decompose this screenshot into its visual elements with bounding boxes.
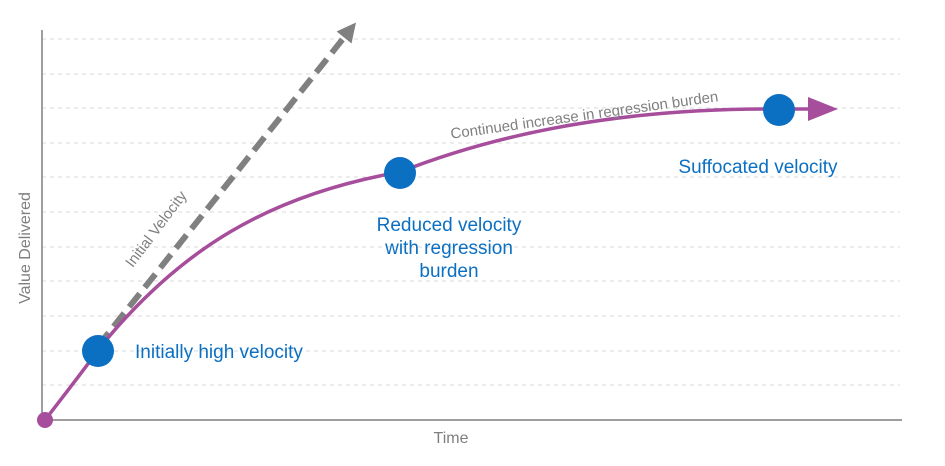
reduced-velocity-line3: burden: [419, 261, 478, 282]
origin-point: [37, 412, 53, 428]
milestone-suffocated: [763, 94, 795, 126]
curve-arrowhead: [808, 97, 838, 121]
initial-velocity-arrow: [95, 22, 356, 348]
x-axis-title: Time: [434, 430, 469, 447]
initially-high-label: Initially high velocity: [135, 342, 303, 363]
regression-burden-label: Continued increase in regression burden: [449, 88, 719, 142]
suffocated-velocity-label: Suffocated velocity: [678, 157, 838, 178]
reduced-velocity-line1: Reduced velocity: [377, 215, 522, 236]
milestone-initial: [82, 335, 114, 367]
reduced-velocity-line2: with regression: [384, 238, 513, 259]
milestone-reduced: [384, 157, 416, 189]
initial-velocity-label: Initial Velocity: [122, 187, 191, 270]
y-axis-title: Value Delivered: [17, 192, 34, 304]
